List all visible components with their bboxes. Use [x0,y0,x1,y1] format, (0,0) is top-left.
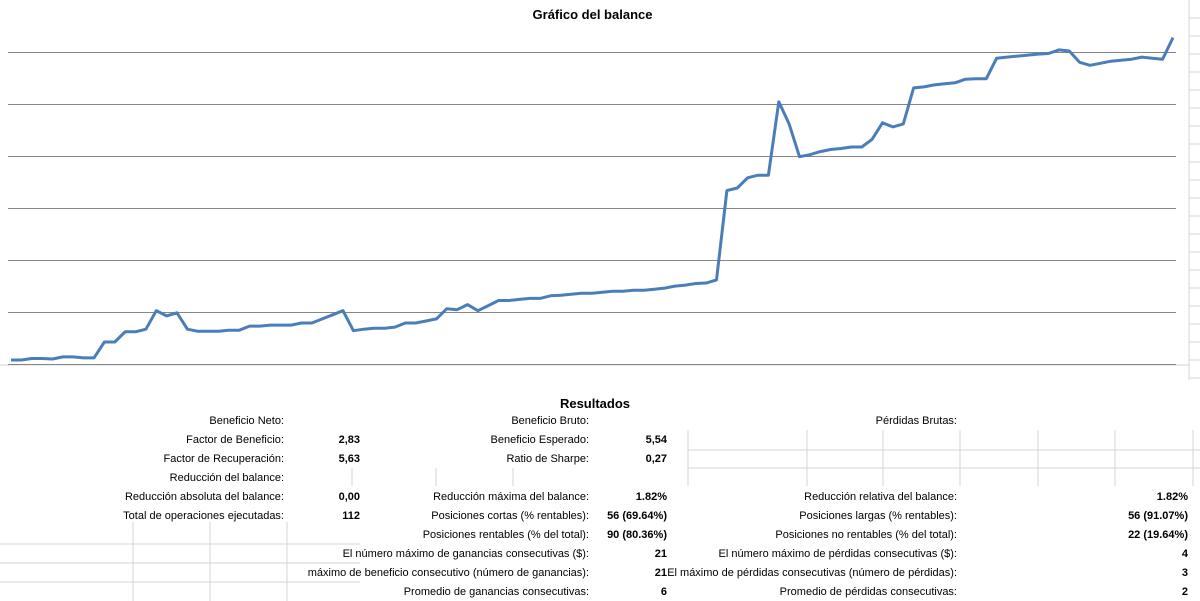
result-label: Posiciones no rentables (% del total): [775,529,957,541]
result-value: 5,54 [645,434,667,446]
result-value: 4 [1181,548,1188,560]
result-value: 6 [660,586,667,598]
result-label: Promedio de pérdidas consecutivas: [779,586,957,598]
result-label: Promedio de ganancias consecutivas: [403,586,589,598]
result-label: El número máximo de ganancias consecutiv… [342,548,589,560]
result-label: Reducción del balance: [169,472,284,484]
result-value: 2 [1181,586,1188,598]
result-label: Reducción relativa del balance: [804,491,957,503]
result-value: 1.82% [635,491,667,503]
balance-series-line [11,36,1175,362]
result-value: 112 [342,510,360,522]
result-value: 56 (91.07%) [1128,510,1188,522]
result-label: Beneficio Esperado: [490,434,589,446]
result-value: 21 [654,567,667,579]
result-label: Ratio de Sharpe: [506,453,589,465]
result-label: Posiciones cortas (% rentables): [431,510,589,522]
result-value: 5,63 [338,453,360,465]
result-value: 2,83 [338,434,360,446]
balance-chart [8,36,1176,365]
result-label: Total de operaciones ejecutadas: [123,510,284,522]
result-value: 3 [1181,567,1188,579]
result-label: Factor de Recuperación: [163,453,284,465]
result-value: 90 (80.36%) [607,529,667,541]
result-label: Posiciones rentables (% del total): [422,529,589,541]
result-value: 22 (19.64%) [1128,529,1188,541]
result-label: El máximo de pérdidas consecutivas (núme… [667,567,957,579]
result-label: Reducción absoluta del balance: [124,491,284,503]
chart-title: Gráfico del balance [532,7,653,22]
result-value: 0,00 [338,491,360,503]
result-value: 0,27 [645,453,667,465]
result-label: Beneficio Bruto: [511,415,589,427]
result-label: máximo de beneficio consecutivo (número … [307,567,589,579]
result-label: Factor de Beneficio: [186,434,284,446]
result-value: 56 (69.64%) [607,510,667,522]
result-label: Posiciones largas (% rentables): [799,510,957,522]
result-label: Reducción máxima del balance: [433,491,589,503]
result-value: 21 [654,548,667,560]
result-label: El número máximo de pérdidas consecutiva… [718,548,957,560]
results-title: Resultados [559,396,631,411]
result-value: 1.82% [1156,491,1188,503]
result-label: Beneficio Neto: [209,415,284,427]
result-label: Pérdidas Brutas: [875,415,957,427]
